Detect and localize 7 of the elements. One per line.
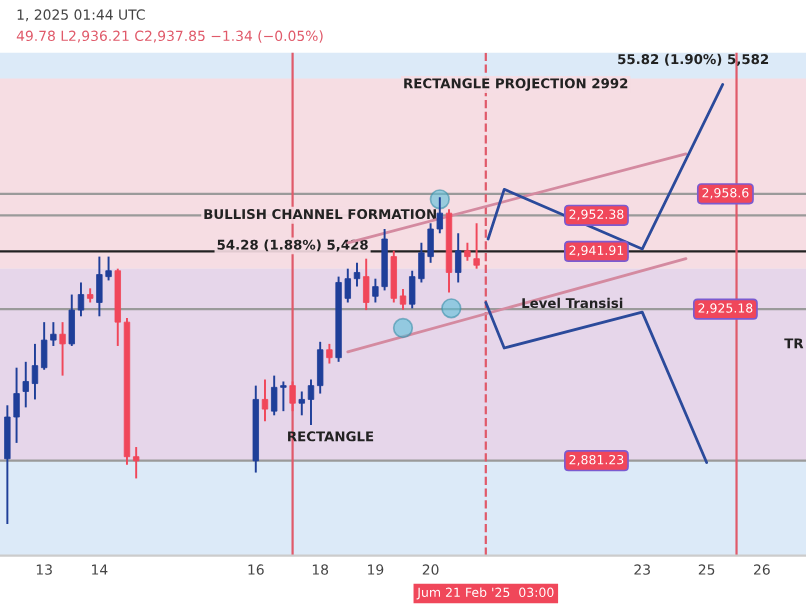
candlestick <box>59 321 66 377</box>
candlestick <box>455 232 462 284</box>
candlestick <box>363 257 370 312</box>
candlestick <box>261 378 269 423</box>
candlestick <box>289 380 296 413</box>
candlestick <box>473 222 480 270</box>
candlestick <box>326 342 333 365</box>
